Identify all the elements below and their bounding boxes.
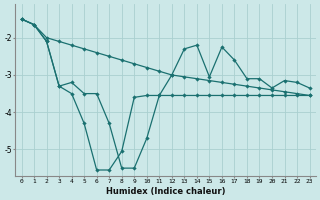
X-axis label: Humidex (Indice chaleur): Humidex (Indice chaleur)	[106, 187, 225, 196]
